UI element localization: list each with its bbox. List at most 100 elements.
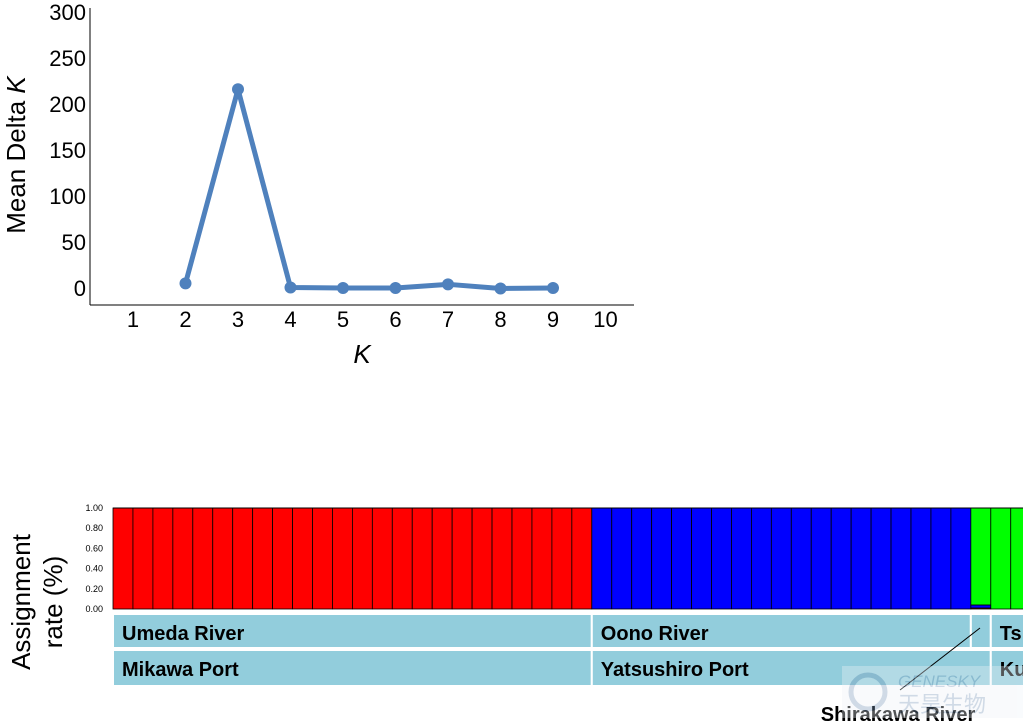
bar-segment bbox=[192, 507, 214, 610]
bar-segment bbox=[312, 507, 333, 610]
watermark-latin: GENESKY bbox=[898, 672, 982, 691]
river-label-cell bbox=[112, 613, 593, 649]
river-label-cell bbox=[989, 613, 1023, 649]
y-tick-label: 1.00 bbox=[85, 503, 103, 513]
bar-segment bbox=[890, 507, 912, 610]
bar-segment bbox=[751, 507, 772, 610]
y-tick-labels: 0 50 100 150 200 250 300 bbox=[49, 0, 86, 301]
x-tick-label: 7 bbox=[442, 307, 454, 332]
bar-segment bbox=[691, 507, 712, 610]
bar-segment bbox=[252, 507, 273, 610]
bar-segment bbox=[970, 507, 992, 606]
y-axis-label: Mean Delta K bbox=[1, 75, 31, 234]
watermark-box bbox=[842, 666, 1023, 718]
bar-segment bbox=[950, 507, 972, 610]
bar-segment bbox=[830, 507, 852, 610]
bar-segment bbox=[591, 507, 613, 610]
bar-segment bbox=[810, 507, 832, 610]
bar-segment bbox=[711, 507, 732, 610]
y-tick-labels: 0.00 0.20 0.40 0.60 0.80 1.00 bbox=[85, 503, 103, 614]
y-tick-label: 100 bbox=[49, 184, 86, 209]
x-tick-label: 9 bbox=[547, 307, 559, 332]
bar-segment bbox=[731, 507, 752, 610]
y-tick-label: 200 bbox=[49, 92, 86, 117]
bar-segment bbox=[332, 507, 353, 610]
series-line bbox=[183, 86, 556, 291]
bar-segment bbox=[371, 507, 393, 610]
bar-segment bbox=[631, 507, 653, 610]
y-tick-label: 0.60 bbox=[85, 543, 103, 553]
y-tick-label: 0.80 bbox=[85, 523, 103, 533]
data-point bbox=[442, 278, 454, 291]
bar-segment bbox=[212, 507, 234, 610]
bar-segment bbox=[112, 507, 134, 610]
bar-segment bbox=[272, 507, 293, 610]
bar-segment bbox=[431, 507, 453, 610]
bar-segment bbox=[910, 507, 932, 610]
bar-segment bbox=[930, 507, 952, 610]
bar-segment bbox=[451, 507, 473, 610]
river-label-cell bbox=[590, 613, 972, 649]
y-axis-label-line2: rate (%) bbox=[38, 556, 68, 648]
x-tick-label: 2 bbox=[179, 307, 191, 332]
callout-leader-line bbox=[899, 627, 981, 691]
y-tick-label: 300 bbox=[49, 0, 86, 25]
bar-group bbox=[112, 507, 1023, 610]
bar-segment bbox=[511, 507, 533, 610]
y-tick-label: 0.00 bbox=[85, 604, 103, 614]
y-tick-label: 0.20 bbox=[85, 584, 103, 594]
bar-segment bbox=[232, 507, 254, 610]
port-label: Kum bbox=[1000, 659, 1023, 681]
river-label: Ts bbox=[1000, 623, 1022, 645]
data-point bbox=[494, 282, 507, 295]
bar-segment bbox=[351, 507, 373, 610]
data-point bbox=[179, 277, 192, 290]
x-tick-label: 8 bbox=[494, 307, 506, 332]
port-label-cell bbox=[989, 649, 1023, 687]
bar-segment bbox=[571, 507, 593, 610]
bar-segment bbox=[770, 507, 792, 610]
bar-segment bbox=[611, 507, 633, 610]
bar-segment bbox=[471, 507, 493, 610]
data-point bbox=[232, 83, 244, 96]
bar-segment bbox=[870, 507, 892, 610]
x-tick-labels: 1 2 3 4 5 6 7 8 9 10 bbox=[127, 307, 618, 332]
data-point bbox=[389, 282, 402, 294]
port-label: Yatsushiro Port bbox=[601, 659, 749, 681]
bar-segment bbox=[391, 507, 413, 610]
bar-segment bbox=[850, 507, 872, 610]
x-axis-label: K bbox=[353, 339, 372, 369]
y-axis-label-line1: Assignment bbox=[6, 533, 36, 670]
bar-segment bbox=[551, 507, 573, 610]
delta-k-line-chart: 0 50 100 150 200 250 300 1 2 3 4 5 6 7 8 9 10 Mean Delt… bbox=[1, 0, 634, 369]
callout-label: Shirakawa River bbox=[821, 704, 976, 724]
y-tick-label: 0.40 bbox=[85, 564, 103, 574]
x-tick-label: 1 bbox=[127, 307, 139, 332]
y-tick-label: 150 bbox=[49, 138, 86, 163]
watermark-logo-icon bbox=[848, 672, 888, 712]
series-points bbox=[179, 83, 559, 295]
bar-segment bbox=[132, 507, 154, 610]
port-label: Mikawa Port bbox=[122, 659, 239, 681]
bar-segment bbox=[491, 507, 513, 610]
data-point bbox=[284, 281, 297, 294]
bar-segment bbox=[970, 604, 992, 609]
river-label: Umeda River bbox=[122, 623, 244, 645]
bar-segment bbox=[411, 507, 433, 610]
x-tick-label: 6 bbox=[389, 307, 401, 332]
x-tick-label: 10 bbox=[593, 307, 617, 332]
bar-segment bbox=[292, 507, 313, 610]
bar-segment bbox=[531, 507, 553, 610]
bar-segment bbox=[152, 507, 174, 610]
assignment-bar-chart: 0.00 0.20 0.40 0.60 0.80 1.00 Umeda River Oono… bbox=[6, 503, 1023, 724]
bar-segment bbox=[990, 507, 1012, 610]
x-tick-label: 5 bbox=[337, 307, 349, 332]
x-tick-label: 4 bbox=[284, 307, 296, 332]
bar-segment bbox=[671, 507, 692, 610]
location-label-rows: Umeda River Oono River Ts Mikawa Port Yatsus… bbox=[112, 613, 1023, 687]
river-label-cell bbox=[969, 613, 992, 649]
bar-segment bbox=[651, 507, 673, 610]
x-tick-label: 3 bbox=[232, 307, 244, 332]
bar-segment bbox=[790, 507, 812, 610]
bar-segment bbox=[1010, 507, 1023, 610]
